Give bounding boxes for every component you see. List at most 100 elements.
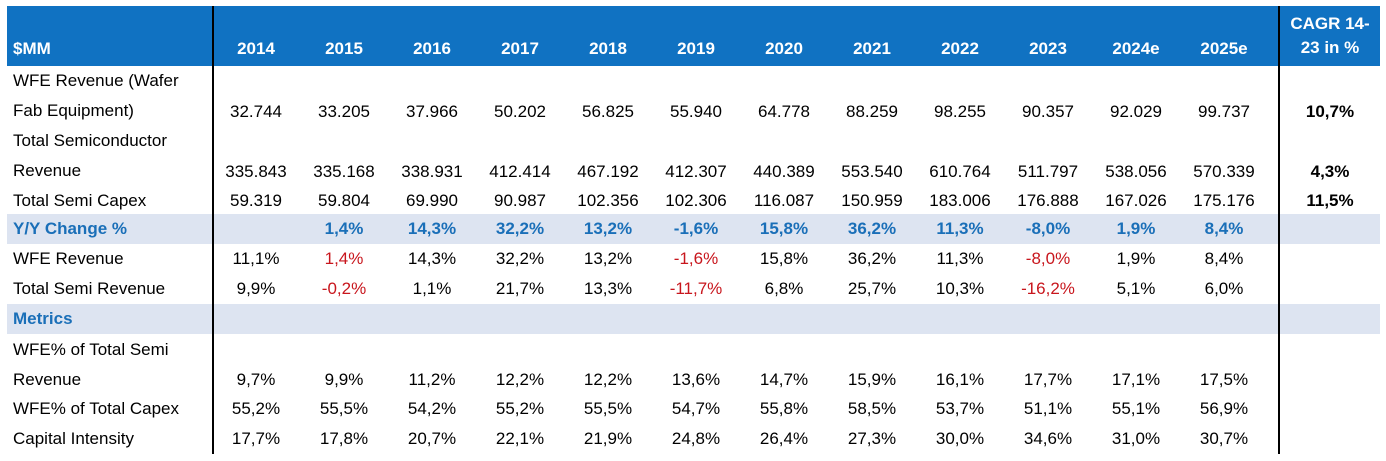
section-band-yoy: Y/Y Change % 1,4% 14,3% 32,2% 13,2% -1,6… bbox=[7, 214, 1380, 244]
table-row: Total Semi Capex 59.319 59.804 69.990 90… bbox=[7, 186, 1380, 216]
value-cell: 17,8% bbox=[319, 429, 369, 448]
value-cell: 467.192 bbox=[577, 162, 639, 181]
value-cell: -1,6% bbox=[673, 219, 719, 238]
value-cell: 150.959 bbox=[841, 191, 903, 210]
value-cell: 11,3% bbox=[936, 249, 984, 268]
value-cell: 55,5% bbox=[583, 399, 633, 418]
cagr-header: CAGR 14- 23 in % bbox=[1280, 6, 1380, 66]
row-label: Capital Intensity bbox=[13, 429, 134, 448]
value-cell: 9,7% bbox=[236, 370, 276, 389]
table-row: Total Semi Revenue 9,9% -0,2% 1,1% 21,7%… bbox=[7, 274, 1380, 304]
row-label-line1: WFE Revenue (Wafer bbox=[13, 71, 179, 90]
value-cell: 6,0% bbox=[1204, 279, 1244, 298]
value-cell: 17,5% bbox=[1199, 370, 1249, 389]
value-cell: 33.205 bbox=[318, 102, 370, 121]
table-row: Total Semiconductor Revenue 335.843 335.… bbox=[7, 126, 1380, 186]
value-cell: 1,9% bbox=[1116, 249, 1156, 268]
value-cell: 14,3% bbox=[407, 249, 457, 268]
value-cell: 175.176 bbox=[1193, 191, 1255, 210]
value-cell: 50.202 bbox=[494, 102, 546, 121]
cagr-cell: 10,7% bbox=[1305, 102, 1355, 121]
value-cell: 1,9% bbox=[1116, 219, 1156, 238]
value-cell: 338.931 bbox=[401, 162, 463, 181]
value-cell: 15,8% bbox=[759, 219, 809, 238]
row-label-line1: Total Semiconductor bbox=[13, 131, 168, 150]
row-label-line2: Revenue bbox=[13, 370, 82, 389]
value-cell: 14,7% bbox=[759, 370, 809, 389]
cagr-cell: 4,3% bbox=[1310, 162, 1350, 181]
value-cell: 14,3% bbox=[407, 219, 457, 238]
value-cell: -8,0% bbox=[1025, 249, 1071, 268]
value-cell: 21,7% bbox=[495, 279, 545, 298]
section-title: Metrics bbox=[13, 309, 73, 328]
year-header: 2020 bbox=[765, 39, 803, 58]
cagr-header-line1: CAGR 14- bbox=[1290, 14, 1370, 33]
year-header: 2018 bbox=[589, 39, 627, 58]
year-header: 2021 bbox=[853, 39, 891, 58]
value-cell: 59.804 bbox=[318, 191, 370, 210]
value-cell: 11,1% bbox=[232, 249, 280, 268]
value-cell: 26,4% bbox=[759, 429, 809, 448]
value-cell: 9,9% bbox=[324, 370, 364, 389]
value-cell: 88.259 bbox=[846, 102, 898, 121]
value-cell: 5,1% bbox=[1116, 279, 1156, 298]
cagr-header-line2: 23 in % bbox=[1300, 38, 1360, 57]
value-cell: 34,6% bbox=[1023, 429, 1073, 448]
value-cell: 610.764 bbox=[929, 162, 991, 181]
value-cell: 32,2% bbox=[495, 249, 545, 268]
year-header: 2025e bbox=[1200, 39, 1248, 58]
row-label: Total Semiconductor Revenue bbox=[7, 126, 212, 186]
value-cell: 116.087 bbox=[753, 191, 815, 210]
value-cell: 55,8% bbox=[759, 399, 809, 418]
table-row: WFE Revenue (Wafer Fab Equipment) 32.744… bbox=[7, 66, 1380, 126]
value-cell: 102.306 bbox=[665, 191, 727, 210]
value-cell: 412.414 bbox=[489, 162, 551, 181]
value-cell: 12,2% bbox=[495, 370, 545, 389]
value-cell: 27,3% bbox=[847, 429, 897, 448]
table-row: WFE% of Total Semi Revenue 9,7% 9,9% 11,… bbox=[7, 336, 1380, 394]
value-cell: 511.797 bbox=[1017, 162, 1079, 181]
value-cell: 16,1% bbox=[935, 370, 985, 389]
year-header: 2024e bbox=[1112, 39, 1160, 58]
value-cell: 55,1% bbox=[1111, 399, 1161, 418]
value-cell: 183.006 bbox=[929, 191, 991, 210]
value-cell: 25,7% bbox=[847, 279, 897, 298]
value-cell: 59.319 bbox=[230, 191, 282, 210]
value-cell: -16,2% bbox=[1021, 279, 1075, 298]
row-label: WFE Revenue (Wafer Fab Equipment) bbox=[7, 66, 212, 126]
value-cell: 54,7% bbox=[671, 399, 721, 418]
value-cell: 553.540 bbox=[841, 162, 903, 181]
cagr-cell: 11,5% bbox=[1306, 191, 1354, 210]
value-cell: 13,6% bbox=[671, 370, 721, 389]
label-column-divider bbox=[212, 6, 214, 454]
value-cell: 53,7% bbox=[935, 399, 985, 418]
value-cell: 8,4% bbox=[1204, 249, 1244, 268]
value-cell: 21,9% bbox=[583, 429, 633, 448]
value-cell: 24,8% bbox=[671, 429, 721, 448]
value-cell: 55,2% bbox=[231, 399, 281, 418]
value-cell: 54,2% bbox=[407, 399, 457, 418]
value-cell: 9,9% bbox=[236, 279, 276, 298]
value-cell: 32.744 bbox=[230, 102, 282, 121]
value-cell: -8,0% bbox=[1025, 219, 1071, 238]
value-cell: 51,1% bbox=[1023, 399, 1073, 418]
value-cell: 6,8% bbox=[764, 279, 804, 298]
value-cell: 8,4% bbox=[1204, 219, 1244, 238]
year-header: 2019 bbox=[677, 39, 715, 58]
value-cell: 176.888 bbox=[1017, 191, 1079, 210]
value-cell: 55,5% bbox=[319, 399, 369, 418]
value-cell: 31,0% bbox=[1111, 429, 1161, 448]
value-cell: 15,8% bbox=[759, 249, 809, 268]
value-cell: -1,6% bbox=[673, 249, 719, 268]
value-cell: 56,9% bbox=[1199, 399, 1249, 418]
value-cell: 11,3% bbox=[936, 219, 984, 238]
value-cell: 1,1% bbox=[412, 279, 452, 298]
value-cell: 102.356 bbox=[577, 191, 639, 210]
section-band-metrics: Metrics bbox=[7, 304, 1380, 334]
value-cell: 15,9% bbox=[847, 370, 897, 389]
table-row: WFE% of Total Capex 55,2% 55,5% 54,2% 55… bbox=[7, 394, 1380, 424]
value-cell: 90.987 bbox=[494, 191, 546, 210]
value-cell: 64.778 bbox=[758, 102, 810, 121]
value-cell: 37.966 bbox=[406, 102, 458, 121]
value-cell: 58,5% bbox=[847, 399, 897, 418]
